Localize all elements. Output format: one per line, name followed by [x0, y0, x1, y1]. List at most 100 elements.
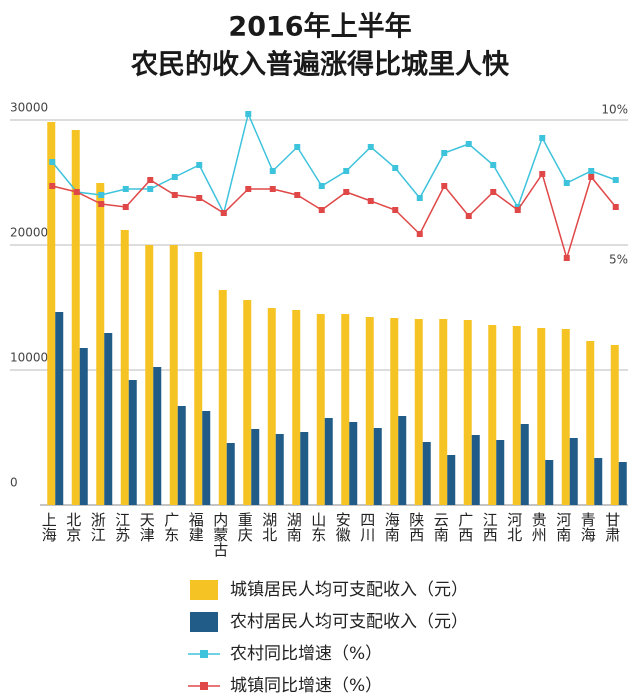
- line-marker: [490, 189, 497, 195]
- bar: [569, 438, 578, 505]
- x-tick-label: 海南: [383, 512, 401, 542]
- legend-label: 农村居民人均可支配收入（元）: [230, 612, 468, 632]
- line-marker: [367, 198, 374, 204]
- bar: [586, 341, 595, 505]
- bar: [169, 245, 178, 505]
- legend-label: 农村同比增速（%）: [230, 644, 382, 664]
- line-marker: [539, 135, 546, 141]
- line-marker: [514, 207, 521, 213]
- line-marker: [196, 195, 203, 201]
- line-marker: [269, 168, 276, 174]
- bar: [537, 328, 546, 505]
- bar: [145, 245, 154, 505]
- bar: [47, 122, 56, 505]
- bar: [251, 429, 260, 505]
- line-marker: [122, 186, 129, 192]
- line-marker: [245, 186, 252, 192]
- bar: [545, 460, 554, 505]
- bar: [341, 314, 350, 505]
- x-tick-label: 江西: [481, 512, 499, 542]
- bar: [471, 435, 480, 505]
- line-marker: [441, 183, 448, 189]
- x-tick-label: 贵州: [530, 512, 548, 542]
- y-tick-label: 0: [10, 476, 18, 490]
- line-marker: [98, 201, 105, 207]
- y-tick-label: 30000: [10, 101, 48, 115]
- chart-title: 2016年上半年: [228, 11, 411, 43]
- bar: [349, 422, 358, 505]
- x-tick-label: 甘肃: [603, 512, 621, 542]
- bar: [373, 428, 382, 505]
- x-tick-label: 重庆: [236, 512, 254, 542]
- bar: [292, 310, 301, 505]
- bar: [300, 432, 309, 505]
- x-tick-label: 浙江: [89, 512, 107, 542]
- line-marker: [171, 174, 178, 180]
- bar: [177, 406, 186, 505]
- bar: [55, 312, 64, 505]
- line-marker: [367, 144, 374, 150]
- bar: [488, 325, 497, 505]
- bar: [618, 462, 627, 505]
- y-tick-label: 10000: [10, 351, 48, 365]
- line-marker: [539, 171, 546, 177]
- line-marker: [416, 231, 423, 237]
- bar: [316, 314, 325, 505]
- legend-swatch: [190, 612, 218, 632]
- bar: [610, 345, 619, 505]
- x-tick-label: 广东: [162, 512, 180, 542]
- line-marker: [612, 177, 619, 183]
- line-marker: [147, 186, 154, 192]
- x-tick-label: 四川: [358, 512, 376, 542]
- line-marker: [73, 189, 80, 195]
- bar: [447, 455, 456, 505]
- bar: [128, 380, 137, 505]
- x-tick-label: 上海: [40, 512, 58, 542]
- bar: [512, 326, 521, 505]
- line-marker: [392, 207, 399, 213]
- line-marker: [294, 192, 301, 198]
- bar: [594, 458, 603, 505]
- line-marker: [294, 144, 301, 150]
- line-marker: [49, 183, 56, 189]
- bar: [96, 183, 105, 505]
- x-tick-label: 广西: [456, 512, 474, 542]
- line-marker: [392, 165, 399, 171]
- line-marker: [318, 183, 325, 189]
- line-marker: [490, 162, 497, 168]
- line-marker: [49, 159, 56, 165]
- line-marker: [343, 168, 350, 174]
- bar: [267, 308, 276, 505]
- legend-label: 城镇同比增速（%）: [230, 676, 382, 696]
- bar: [153, 367, 162, 505]
- line-marker: [122, 204, 129, 210]
- bar: [275, 434, 284, 505]
- x-tick-label: 青海: [579, 512, 597, 542]
- bar: [202, 411, 211, 505]
- x-tick-label: 湖北: [260, 512, 278, 542]
- bar: [120, 230, 129, 505]
- line-marker: [245, 111, 252, 117]
- bar: [439, 319, 448, 505]
- line-marker: [465, 213, 472, 219]
- y2-tick-label: 5%: [609, 253, 628, 267]
- line-marker: [147, 177, 154, 183]
- legend-swatch: [200, 650, 208, 658]
- bar: [104, 333, 113, 505]
- x-tick-label: 河北: [505, 512, 523, 542]
- line-marker: [465, 141, 472, 147]
- line: [52, 172, 617, 261]
- x-tick-label: 河南: [554, 512, 572, 542]
- bar: [422, 442, 431, 505]
- line-marker: [612, 204, 619, 210]
- bar: [324, 418, 333, 505]
- bar: [414, 319, 423, 505]
- bar: [243, 300, 252, 505]
- bar: [71, 130, 80, 505]
- legend-swatch: [190, 580, 218, 600]
- x-tick-label: 安徽: [334, 512, 352, 542]
- y-tick-label: 20000: [10, 226, 48, 240]
- line-marker: [416, 195, 423, 201]
- bar: [194, 252, 203, 505]
